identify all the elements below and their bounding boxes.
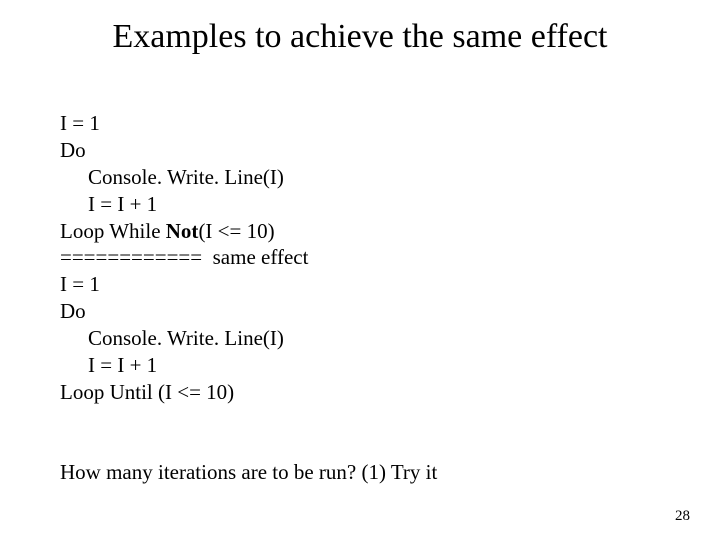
code2-line-2: Do	[60, 298, 660, 325]
code2-line-5: Loop Until (I <= 10)	[60, 379, 660, 406]
code1-line-4: I = I + 1	[60, 191, 660, 218]
code2-line-3: Console. Write. Line(I)	[60, 325, 660, 352]
slide-body: I = 1 Do Console. Write. Line(I) I = I +…	[60, 110, 660, 406]
code2-line-4: I = I + 1	[60, 352, 660, 379]
code1-line-1: I = 1	[60, 110, 660, 137]
slide: Examples to achieve the same effect I = …	[0, 0, 720, 540]
code1-line-2: Do	[60, 137, 660, 164]
footer-question: How many iterations are to be run? (1) T…	[60, 460, 437, 485]
code2-line-1: I = 1	[60, 271, 660, 298]
code1-l5-suffix: (I <= 10)	[198, 219, 274, 243]
code1-l5-not: Not	[166, 219, 199, 243]
code1-l5-prefix: Loop While	[60, 219, 166, 243]
separator-line: ============ same effect	[60, 244, 660, 271]
separator-bar: ============	[60, 245, 202, 269]
separator-label: same effect	[202, 245, 308, 269]
slide-title: Examples to achieve the same effect	[0, 18, 720, 56]
code1-line-5: Loop While Not(I <= 10)	[60, 218, 660, 245]
code1-line-3: Console. Write. Line(I)	[60, 164, 660, 191]
page-number: 28	[675, 508, 690, 525]
